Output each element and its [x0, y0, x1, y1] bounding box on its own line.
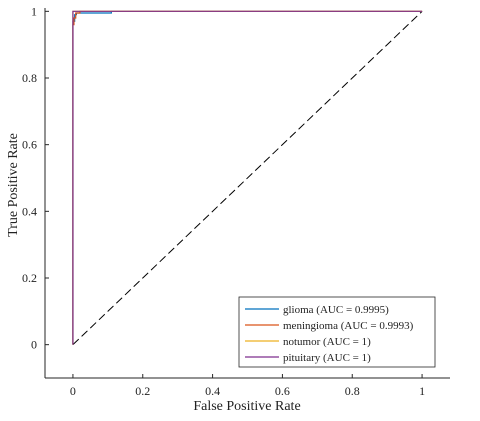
- y-tick-label: 1: [31, 4, 37, 18]
- y-tick-label: 0.6: [22, 138, 37, 152]
- y-tick-label: 0.8: [22, 71, 37, 85]
- y-tick-label: 0: [31, 338, 37, 352]
- legend: glioma (AUC = 0.9995) meningioma (AUC = 0…: [238, 296, 436, 368]
- series-lines: [72, 10, 423, 345]
- x-tick-label: 0.8: [345, 384, 360, 398]
- legend-label: pituitary (AUC = 1): [283, 352, 371, 364]
- y-axis-label: True Positive Rate: [6, 133, 21, 237]
- y-axis-ticks: 0 0.2 0.4 0.6 0.8 1: [22, 4, 49, 352]
- legend-label: notumor (AUC = 1): [283, 336, 371, 348]
- x-tick-label: 1: [419, 384, 425, 398]
- legend-label: glioma (AUC = 0.9995): [283, 304, 389, 316]
- x-tick-label: 0: [70, 384, 76, 398]
- legend-label: meningioma (AUC = 0.9993): [283, 320, 414, 332]
- y-tick-label: 0.4: [22, 204, 37, 218]
- y-tick-label: 0.2: [22, 271, 37, 285]
- x-axis-ticks: 0 0.2 0.4 0.6 0.8 1: [70, 374, 425, 398]
- reference-diagonal-line: [72, 10, 423, 346]
- x-axis-label: False Positive Rate: [193, 399, 300, 414]
- x-tick-label: 0.4: [205, 384, 220, 398]
- x-tick-label: 0.2: [135, 384, 150, 398]
- roc-series-line-4: [72, 10, 423, 345]
- legend-items: glioma (AUC = 0.9995) meningioma (AUC = 0…: [245, 304, 414, 364]
- x-tick-label: 0.6: [275, 384, 290, 398]
